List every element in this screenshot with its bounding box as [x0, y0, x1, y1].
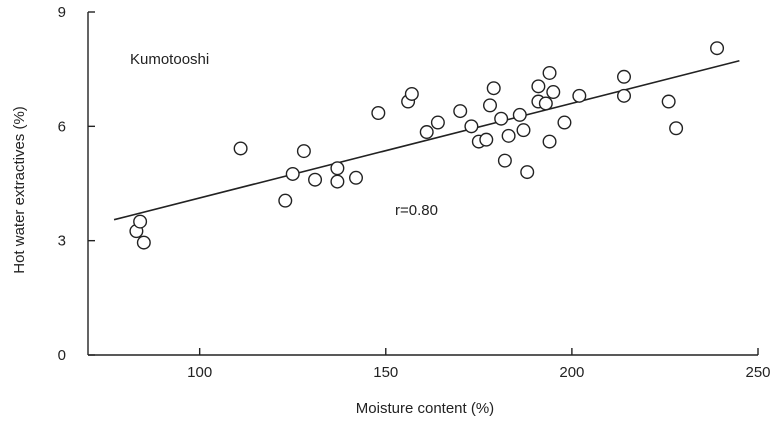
data-point-8 — [330, 174, 345, 189]
y-tick-label-9: 9 — [58, 4, 66, 21]
data-point-21 — [486, 81, 501, 96]
data-point-33 — [546, 85, 561, 100]
data-point-3 — [233, 141, 248, 156]
data-point-26 — [516, 123, 531, 138]
data-point-36 — [617, 69, 632, 84]
data-point-31 — [542, 65, 557, 80]
x-axis-title: Moisture content (%) — [356, 400, 494, 417]
data-point-1 — [133, 214, 148, 229]
x-tick-label-100: 100 — [187, 364, 212, 381]
y-axis-title: Hot water extractives (%) — [11, 106, 28, 274]
y-tick-label-6: 6 — [58, 118, 66, 135]
ticks — [88, 11, 759, 356]
data-point-30 — [538, 96, 553, 111]
regression-line — [113, 60, 740, 221]
site-label: Kumotooshi — [130, 51, 209, 68]
data-point-28 — [531, 79, 546, 94]
data-point-7 — [308, 172, 323, 187]
correlation-label: r=0.80 — [395, 202, 438, 219]
data-point-9 — [330, 161, 345, 176]
y-tick-label-0: 0 — [58, 347, 66, 364]
data-point-2 — [136, 235, 151, 250]
data-point-6 — [296, 144, 311, 159]
data-point-4 — [278, 193, 293, 208]
data-point-16 — [453, 104, 468, 119]
data-point-5 — [285, 166, 300, 181]
data-point-22 — [494, 111, 509, 126]
data-points — [129, 41, 725, 250]
data-point-39 — [669, 121, 684, 136]
data-point-20 — [483, 98, 498, 113]
x-tick-label-250: 250 — [745, 364, 770, 381]
data-point-37 — [617, 88, 632, 103]
data-point-24 — [501, 128, 516, 143]
data-point-34 — [557, 115, 572, 130]
x-tick-label-200: 200 — [559, 364, 584, 381]
data-point-15 — [430, 115, 445, 130]
data-point-10 — [349, 170, 364, 185]
data-point-11 — [371, 105, 386, 120]
data-point-38 — [661, 94, 676, 109]
x-tick-label-150: 150 — [373, 364, 398, 381]
data-point-35 — [572, 88, 587, 103]
data-point-19 — [479, 132, 494, 147]
data-point-23 — [497, 153, 512, 168]
data-point-17 — [464, 119, 479, 134]
data-point-25 — [512, 107, 527, 122]
data-point-27 — [520, 165, 535, 180]
data-point-14 — [419, 125, 434, 140]
y-tick-label-3: 3 — [58, 233, 66, 250]
tick-labels: 100 150 200 250 0 3 6 9 — [58, 4, 771, 381]
data-point-40 — [710, 41, 725, 56]
data-point-32 — [542, 134, 557, 149]
data-point-13 — [404, 86, 419, 101]
